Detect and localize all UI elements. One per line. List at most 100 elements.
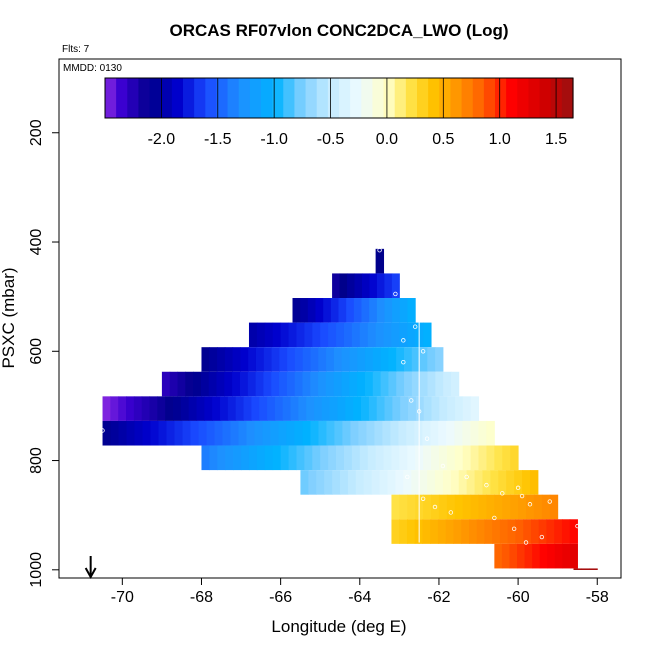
colorbar-segment <box>439 78 452 118</box>
heatmap-cell <box>270 420 279 446</box>
heatmap-cell <box>518 494 527 520</box>
data-point <box>405 474 410 480</box>
data-point <box>547 499 552 504</box>
colorbar-segment <box>495 78 507 118</box>
heatmap-cell <box>533 494 543 520</box>
data-point <box>420 349 426 354</box>
heatmap-cell <box>222 420 231 446</box>
heatmap-cell <box>315 298 324 323</box>
heatmap-cell <box>247 371 257 397</box>
data-point <box>519 493 525 499</box>
heatmap-cell <box>310 347 319 372</box>
colorbar-segment <box>116 78 128 118</box>
colorbar-segment <box>283 78 296 118</box>
heatmap-cell <box>357 347 366 372</box>
heatmap-cell <box>573 568 582 570</box>
heatmap-cell <box>406 519 416 544</box>
heatmap-cell <box>209 347 218 372</box>
colorbar-segment <box>539 78 552 118</box>
heatmap-cell <box>554 543 563 569</box>
heatmap-cell <box>279 347 288 372</box>
heatmap-cell <box>437 519 447 544</box>
arrow-head <box>84 567 97 580</box>
heatmap-cell <box>294 371 304 397</box>
heatmap-cell <box>300 298 309 323</box>
heatmap-cell <box>454 445 464 471</box>
heatmap-cell <box>423 322 432 348</box>
colorbar-segment <box>249 78 262 118</box>
heatmap-cell <box>271 371 280 397</box>
heatmap-cell <box>361 273 370 299</box>
heatmap-cell <box>484 519 493 544</box>
heatmap-cell <box>443 371 452 397</box>
heatmap-cell <box>157 396 166 421</box>
data-point <box>432 504 438 510</box>
heatmap-cell <box>343 322 353 348</box>
data-point <box>409 398 414 403</box>
heatmap-cell <box>306 396 315 421</box>
heatmap-cell <box>347 273 356 299</box>
colorbar-tick-label: -1.0 <box>260 131 288 148</box>
heatmap-cell <box>395 470 404 495</box>
y-axis-label: PSXC (mbar) <box>0 267 18 368</box>
colorbar-segment <box>305 78 318 118</box>
heatmap-cell <box>486 420 495 446</box>
heatmap-cell <box>403 347 413 372</box>
heatmap-cell <box>390 420 399 446</box>
colorbar-segment <box>160 78 173 118</box>
colorbar-segment <box>461 78 474 118</box>
heatmap-cell <box>169 371 179 397</box>
date-label: MMDD: 0130 <box>63 63 122 74</box>
heatmap-cell <box>246 420 255 446</box>
heatmap-cell <box>391 519 400 544</box>
heatmap-cell <box>450 470 460 495</box>
heatmap-cell <box>294 347 304 372</box>
heatmap-cell <box>263 371 272 397</box>
heatmap-cell <box>307 298 317 323</box>
heatmap-cell <box>371 470 381 495</box>
data-point <box>511 526 517 532</box>
heatmap-cell <box>134 420 144 446</box>
data-point <box>100 428 105 433</box>
heatmap-cell <box>217 445 226 471</box>
heatmap-cell <box>478 445 487 471</box>
data-point <box>393 291 398 297</box>
data-point <box>575 523 580 529</box>
x-tick-label: -66 <box>269 589 292 606</box>
heatmap-cell <box>407 494 416 520</box>
heatmap-cell <box>372 347 382 372</box>
heatmap-cell <box>502 494 511 520</box>
heatmap-cell <box>478 420 487 446</box>
heatmap-cell <box>462 420 471 446</box>
heatmap-cell <box>408 396 417 421</box>
heatmap-cell <box>380 371 389 397</box>
x-tick-label: -64 <box>348 589 371 606</box>
heatmap-cell <box>224 371 233 397</box>
heatmap-cell <box>430 519 439 544</box>
heatmap-cell <box>254 420 263 446</box>
heatmap-cell <box>359 322 369 348</box>
heatmap-cell <box>351 322 361 348</box>
heatmap-cell <box>554 519 563 544</box>
heatmap-cell <box>361 298 370 323</box>
heatmap-cell <box>264 445 274 471</box>
heatmap-cell <box>474 470 483 495</box>
data-point <box>500 491 505 496</box>
colorbar-segment <box>183 78 195 118</box>
heatmap-cell <box>320 445 329 471</box>
heatmap-cell <box>240 371 249 397</box>
heatmap-cell <box>490 470 499 495</box>
heatmap-cell <box>292 298 301 323</box>
heatmap-cell <box>358 420 367 446</box>
heatmap-cell <box>446 420 455 446</box>
heatmap-cell <box>177 371 186 397</box>
heatmap-cell <box>363 470 373 495</box>
data-point <box>377 248 382 253</box>
y-tick-label: 400 <box>28 229 45 256</box>
heatmap-cell <box>422 420 431 446</box>
heatmap-cell <box>562 543 571 569</box>
heatmap-cell <box>332 470 341 495</box>
heatmap-cell <box>332 273 341 299</box>
heatmap-cell <box>110 396 119 421</box>
heatmap-cell <box>458 470 468 495</box>
